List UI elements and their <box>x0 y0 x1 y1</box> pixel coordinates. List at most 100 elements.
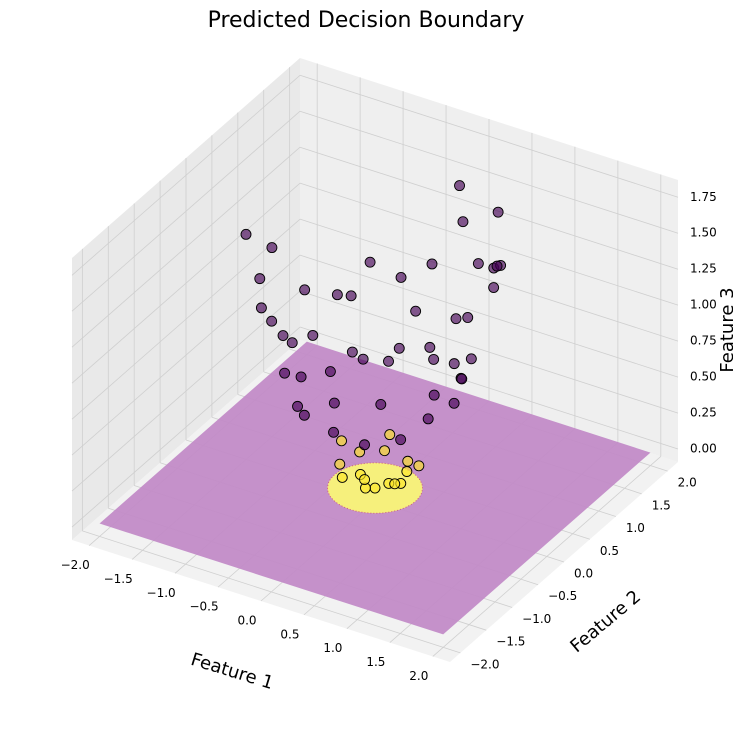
x-tick-label: 0.5 <box>280 627 299 641</box>
point <box>334 458 346 470</box>
grid-line <box>71 74 301 276</box>
point <box>254 273 266 285</box>
grid-line <box>82 530 461 654</box>
x-tick-label: −1.0 <box>147 586 176 600</box>
grid-line <box>71 182 301 384</box>
grid-line <box>299 326 679 450</box>
point <box>266 242 278 254</box>
point <box>456 373 468 385</box>
y-tick-label: −1.0 <box>522 612 551 626</box>
point <box>410 305 422 317</box>
y-tick-label: −1.5 <box>496 635 525 649</box>
point <box>279 367 291 379</box>
grid-line <box>299 254 679 378</box>
point <box>413 460 425 472</box>
point <box>465 353 477 365</box>
point <box>448 358 460 370</box>
point <box>307 329 319 341</box>
y-tick-label: −2.0 <box>470 657 499 671</box>
point <box>457 216 469 228</box>
point <box>393 342 405 354</box>
point <box>428 389 440 401</box>
z-tick-label: 0.75 <box>690 334 717 348</box>
point <box>345 290 357 302</box>
z-tick-label: 1.25 <box>690 262 717 276</box>
grid-line <box>71 254 301 456</box>
z-tick-label: 1.75 <box>690 190 717 204</box>
grid-line <box>299 110 679 234</box>
point <box>424 341 436 353</box>
grid-line <box>299 218 679 342</box>
point <box>428 353 440 365</box>
grid-line <box>71 290 301 492</box>
chart-title: Predicted Decision Boundary <box>208 8 525 33</box>
z-tick-label: 1.50 <box>690 226 717 240</box>
grid-line <box>71 326 301 528</box>
point <box>375 398 387 410</box>
point <box>298 409 310 421</box>
grid-line <box>299 74 679 198</box>
point <box>395 434 407 446</box>
point <box>292 400 303 412</box>
y-tick-label: 0.5 <box>600 544 619 558</box>
y-tick-label: 1.0 <box>626 521 645 535</box>
x-tick-label: 1.0 <box>323 641 342 655</box>
point <box>331 289 343 301</box>
z-tick-label: 0.00 <box>690 442 717 456</box>
point <box>328 426 339 438</box>
x-axis-label: Feature 1 <box>188 649 276 694</box>
point <box>422 413 434 425</box>
point <box>450 313 462 325</box>
point <box>364 256 376 268</box>
point <box>328 397 340 409</box>
point <box>255 302 267 314</box>
point <box>454 180 465 192</box>
y-tick-label: 1.5 <box>652 498 671 512</box>
point <box>277 330 289 342</box>
point <box>240 228 252 240</box>
point <box>359 474 371 486</box>
point <box>359 439 370 451</box>
point <box>346 346 358 358</box>
point <box>426 258 438 270</box>
point <box>324 366 336 378</box>
grid-line <box>299 290 679 414</box>
point <box>395 272 407 283</box>
y-tick-label: 0.0 <box>574 567 593 581</box>
point <box>295 371 307 383</box>
point <box>402 455 414 467</box>
point <box>336 435 347 447</box>
point <box>369 482 381 494</box>
y-axis-label: Feature 2 <box>566 586 645 657</box>
point <box>389 478 401 490</box>
grid-line <box>71 146 301 348</box>
point <box>462 312 474 323</box>
point <box>492 206 504 218</box>
z-tick-label: 0.50 <box>690 370 717 384</box>
x-tick-label: −1.5 <box>104 572 133 586</box>
grid-line <box>299 182 679 306</box>
point <box>401 466 413 477</box>
grid-line <box>299 146 679 270</box>
z-tick-label: 0.25 <box>690 406 717 420</box>
y-tick-label: 2.0 <box>678 476 697 490</box>
x-tick-label: −2.0 <box>61 558 90 572</box>
x-tick-label: 2.0 <box>409 669 428 683</box>
z-axis-label: Feature 3 <box>717 287 733 372</box>
z-tick-label: 1.00 <box>690 298 717 312</box>
x-tick-label: 1.5 <box>366 655 385 669</box>
point <box>286 337 298 349</box>
point <box>379 445 390 457</box>
y-tick-label: −0.5 <box>548 589 577 603</box>
point <box>266 315 278 327</box>
point <box>488 282 500 294</box>
point <box>336 471 348 483</box>
point <box>448 397 460 409</box>
x-tick-label: −0.5 <box>189 600 218 614</box>
x-tick-label: 0.0 <box>237 614 256 628</box>
point <box>383 355 394 367</box>
grid-line <box>71 218 301 420</box>
point <box>472 258 484 270</box>
point <box>491 260 503 272</box>
